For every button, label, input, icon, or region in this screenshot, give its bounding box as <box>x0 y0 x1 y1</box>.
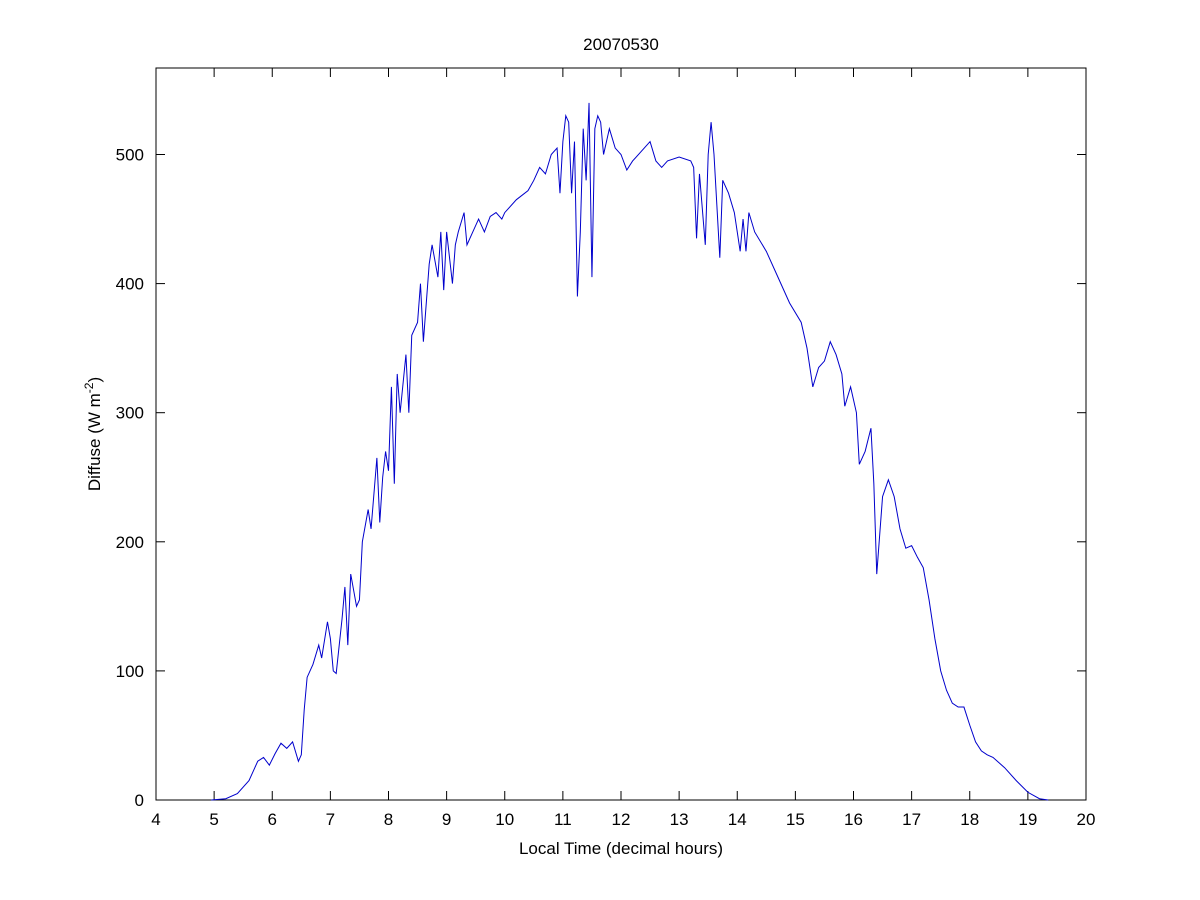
y-axis-label-tail: ) <box>85 377 104 383</box>
x-tick-label: 18 <box>960 810 979 829</box>
x-tick-label: 17 <box>902 810 921 829</box>
x-tick-label: 7 <box>326 810 335 829</box>
chart-title: 20070530 <box>583 35 659 54</box>
x-tick-label: 8 <box>384 810 393 829</box>
y-axis-label-sup: -2 <box>82 382 96 393</box>
y-tick-label: 100 <box>116 662 144 681</box>
y-tick-label: 400 <box>116 275 144 294</box>
x-tick-label: 13 <box>670 810 689 829</box>
y-tick-label: 500 <box>116 145 144 164</box>
x-axis-label: Local Time (decimal hours) <box>519 839 723 858</box>
x-tick-label: 4 <box>151 810 160 829</box>
x-tick-label: 20 <box>1077 810 1096 829</box>
data-line <box>211 102 1049 801</box>
x-tick-label: 10 <box>495 810 514 829</box>
x-tick-label: 14 <box>728 810 747 829</box>
y-tick-label: 200 <box>116 533 144 552</box>
x-tick-label: 6 <box>268 810 277 829</box>
x-tick-label: 15 <box>786 810 805 829</box>
x-tick-label: 5 <box>209 810 218 829</box>
x-tick-label: 9 <box>442 810 451 829</box>
x-tick-label: 11 <box>554 810 572 829</box>
x-tick-label: 16 <box>844 810 863 829</box>
y-tick-label: 0 <box>135 791 144 810</box>
x-tick-label: 19 <box>1018 810 1037 829</box>
y-tick-label: 300 <box>116 404 144 423</box>
y-axis-label-main: Diffuse (W m <box>85 393 104 491</box>
y-axis-label: Diffuse (W m-2) <box>82 377 104 491</box>
x-tick-label: 12 <box>612 810 631 829</box>
